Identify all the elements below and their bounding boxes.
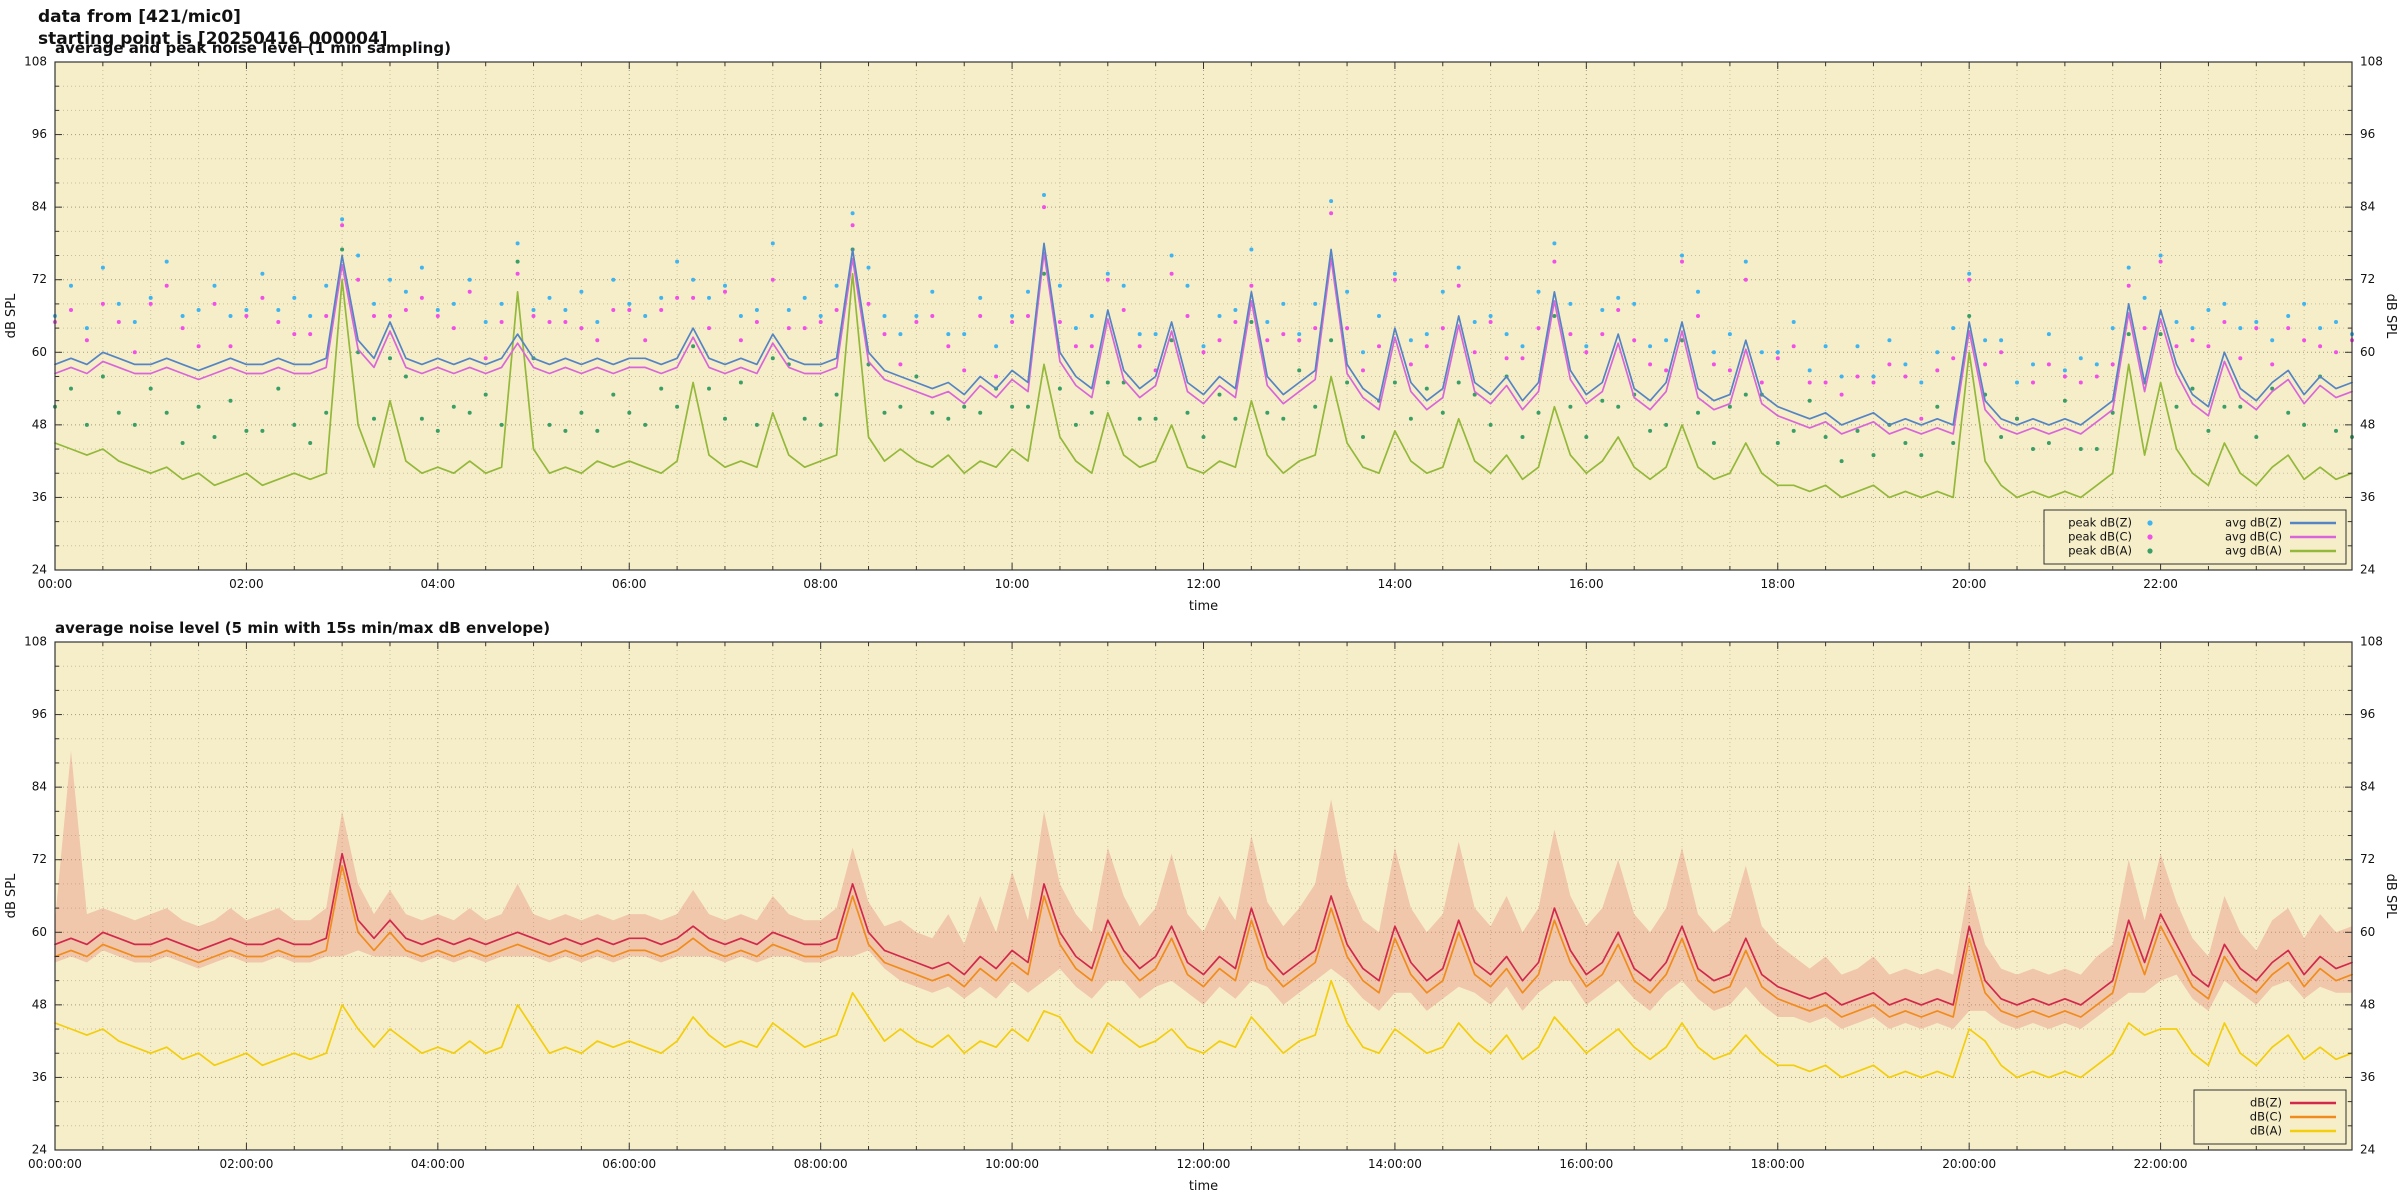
svg-text:20:00:00: 20:00:00 xyxy=(1942,1157,1996,1171)
chart-average-noise-envelope-svg: 00:00:00 02:00:00 04:00:00 06:00:00 08:00:00… xyxy=(4,619,2398,1194)
svg-text:108: 108 xyxy=(2360,55,2383,69)
svg-text:48: 48 xyxy=(2360,417,2375,431)
svg-text:72: 72 xyxy=(32,272,47,286)
svg-text:dB SPL: dB SPL xyxy=(2383,294,2398,339)
svg-text:dB(Z): dB(Z) xyxy=(2250,1096,2282,1110)
svg-text:96: 96 xyxy=(2360,707,2375,721)
svg-text:18:00:00: 18:00:00 xyxy=(1751,1157,1805,1171)
svg-text:36: 36 xyxy=(2360,490,2375,504)
svg-text:48: 48 xyxy=(32,417,47,431)
svg-text:average noise level (5 min wit: average noise level (5 min with 15s min/… xyxy=(55,620,550,637)
svg-text:04:00: 04:00 xyxy=(421,577,456,591)
svg-text:08:00: 08:00 xyxy=(803,577,838,591)
svg-text:22:00: 22:00 xyxy=(2143,577,2178,591)
svg-text:24: 24 xyxy=(2360,563,2375,577)
svg-text:dB(C): dB(C) xyxy=(2250,1110,2282,1124)
svg-text:dB SPL: dB SPL xyxy=(4,873,19,918)
svg-text:48: 48 xyxy=(2360,997,2375,1011)
chart-average-noise-envelope: 00:00:00 02:00:00 04:00:00 06:00:00 08:00:00… xyxy=(0,619,2400,1200)
svg-text:84: 84 xyxy=(32,200,47,214)
svg-text:96: 96 xyxy=(32,707,47,721)
chart-average-peak-noise-svg: 00:00 02:00 04:00 06:00 08:00 10:00 12:00 14:00… xyxy=(4,39,2398,614)
svg-text:108: 108 xyxy=(24,55,47,69)
svg-text:avg dB(A): avg dB(A) xyxy=(2225,544,2282,558)
svg-text:84: 84 xyxy=(32,780,47,794)
svg-text:time: time xyxy=(1189,1179,1218,1194)
svg-text:avg dB(Z): avg dB(Z) xyxy=(2225,516,2282,530)
svg-text:time: time xyxy=(1189,599,1218,614)
chart-average-peak-noise: 00:00 02:00 04:00 06:00 08:00 10:00 12:00 14:00… xyxy=(0,39,2400,620)
svg-text:60: 60 xyxy=(32,925,47,939)
svg-text:96: 96 xyxy=(32,127,47,141)
svg-text:avg dB(C): avg dB(C) xyxy=(2225,530,2282,544)
svg-text:36: 36 xyxy=(32,490,47,504)
svg-text:10:00:00: 10:00:00 xyxy=(985,1157,1039,1171)
svg-text:peak dB(Z): peak dB(Z) xyxy=(2068,516,2132,530)
svg-text:06:00:00: 06:00:00 xyxy=(602,1157,656,1171)
svg-text:08:00:00: 08:00:00 xyxy=(794,1157,848,1171)
svg-text:02:00: 02:00 xyxy=(229,577,264,591)
svg-text:108: 108 xyxy=(24,635,47,649)
svg-text:72: 72 xyxy=(2360,272,2375,286)
svg-text:20:00: 20:00 xyxy=(1952,577,1987,591)
header: data from [421/mic0] starting point is [… xyxy=(38,6,388,50)
header-line-2: starting point is [20250416_000004] xyxy=(38,29,388,50)
svg-text:60: 60 xyxy=(2360,925,2375,939)
svg-text:72: 72 xyxy=(2360,852,2375,866)
svg-text:60: 60 xyxy=(2360,345,2375,359)
svg-text:84: 84 xyxy=(2360,200,2375,214)
svg-text:dB(A): dB(A) xyxy=(2250,1124,2282,1138)
svg-text:24: 24 xyxy=(2360,1143,2375,1157)
svg-text:108: 108 xyxy=(2360,635,2383,649)
svg-text:14:00: 14:00 xyxy=(1378,577,1413,591)
svg-text:36: 36 xyxy=(32,1070,47,1084)
svg-text:12:00:00: 12:00:00 xyxy=(1177,1157,1231,1171)
svg-text:24: 24 xyxy=(32,1143,47,1157)
svg-text:16:00: 16:00 xyxy=(1569,577,1604,591)
svg-text:18:00: 18:00 xyxy=(1760,577,1795,591)
svg-text:14:00:00: 14:00:00 xyxy=(1368,1157,1422,1171)
svg-text:10:00: 10:00 xyxy=(995,577,1030,591)
svg-text:04:00:00: 04:00:00 xyxy=(411,1157,465,1171)
svg-text:peak dB(C): peak dB(C) xyxy=(2068,530,2132,544)
svg-text:84: 84 xyxy=(2360,780,2375,794)
svg-text:16:00:00: 16:00:00 xyxy=(1559,1157,1613,1171)
svg-text:average and peak noise level (: average and peak noise level (1 min samp… xyxy=(55,40,451,57)
svg-text:dB SPL: dB SPL xyxy=(2383,874,2398,919)
svg-text:12:00: 12:00 xyxy=(1186,577,1221,591)
svg-text:72: 72 xyxy=(32,852,47,866)
svg-text:22:00:00: 22:00:00 xyxy=(2134,1157,2188,1171)
svg-text:peak dB(A): peak dB(A) xyxy=(2068,544,2132,558)
svg-text:dB SPL: dB SPL xyxy=(4,293,19,338)
svg-text:96: 96 xyxy=(2360,127,2375,141)
svg-text:02:00:00: 02:00:00 xyxy=(219,1157,273,1171)
svg-text:36: 36 xyxy=(2360,1070,2375,1084)
svg-text:60: 60 xyxy=(32,345,47,359)
svg-text:06:00: 06:00 xyxy=(612,577,647,591)
svg-text:00:00: 00:00 xyxy=(38,577,73,591)
header-line-1: data from [421/mic0] xyxy=(38,7,241,27)
svg-text:48: 48 xyxy=(32,997,47,1011)
svg-text:24: 24 xyxy=(32,563,47,577)
svg-text:00:00:00: 00:00:00 xyxy=(28,1157,82,1171)
